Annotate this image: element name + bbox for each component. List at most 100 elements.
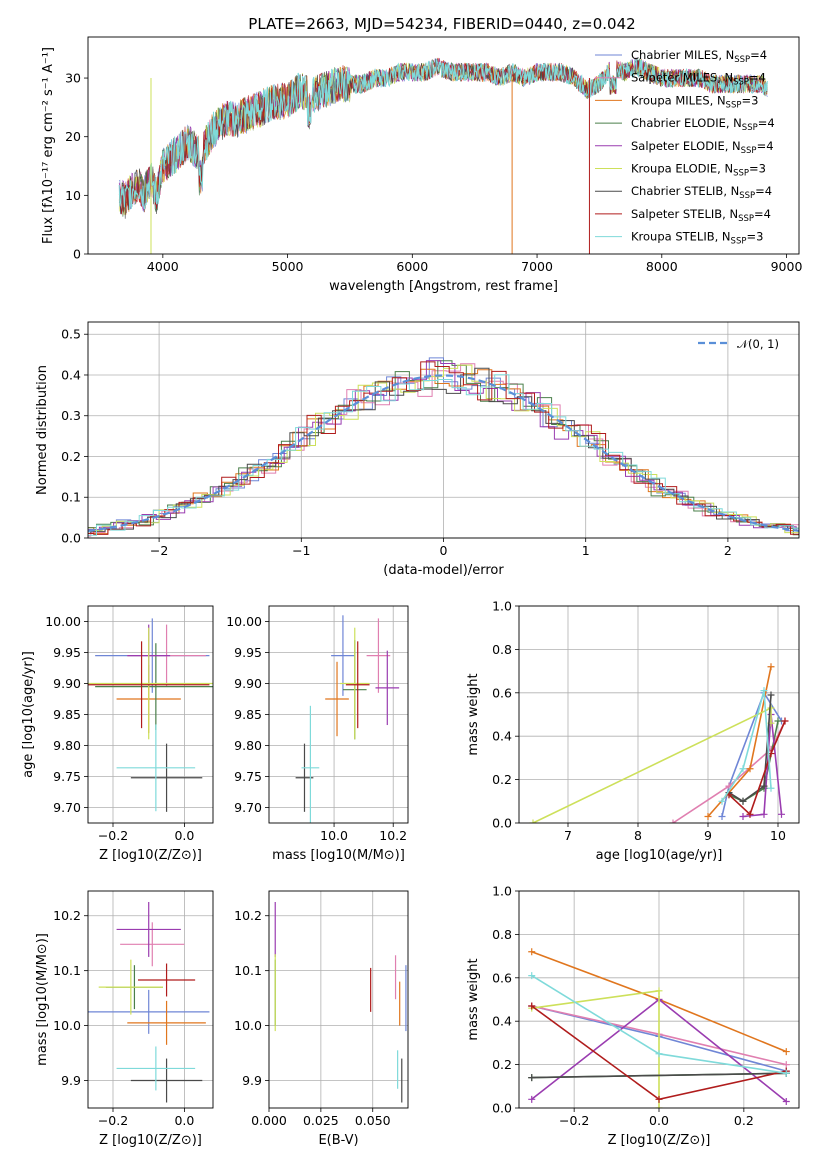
weight-marker [778,810,785,818]
y-tick-label: 0.8 [492,927,512,942]
spectrum-line-8 [118,58,768,210]
histogram-3 [88,360,799,536]
histogram-2 [88,368,799,535]
y-tick-label: 9.95 [53,645,81,660]
y-tick-label: 10.0 [234,1018,262,1033]
weight-marker [760,687,768,695]
x-tick-label: 2 [724,543,732,558]
y-tick-label: 9.90 [53,676,81,691]
y-tick-label: 10.0 [53,1018,81,1033]
x-axis-label: Z [log10(Z/Z⊙)] [99,848,202,863]
histogram-8 [88,374,799,536]
x-tick-label: 8000 [646,259,678,274]
y-tick-label: 20 [65,129,81,144]
weight-marker [669,819,677,823]
weight-line-0 [721,690,783,817]
weight-marker [528,1095,536,1103]
legend-label: Salpeter STELIB, NSSP=4 [631,207,771,224]
x-axis-label: E(B-V) [318,1133,358,1148]
legend-label: Kroupa STELIB, NSSP=3 [631,230,763,247]
x-axis-label: mass [log10(M/M⊙)] [272,848,405,863]
weight-marker [655,987,663,995]
y-tick-label: 10.1 [53,963,81,978]
weight-marker [739,797,747,805]
weight-marker [528,1002,536,1010]
y-tick-label: 0.4 [492,1014,512,1029]
x-tick-label: 0 [440,543,448,558]
histogram-5 [88,364,799,534]
y-tick-label: 0.0 [492,1101,512,1116]
x-axis-label: (data-model)/error [383,563,504,578]
x-tick-label: −0.2 [559,1113,589,1128]
x-tick-label: 5000 [272,259,304,274]
weight-marker [782,1097,790,1105]
axes-frame [87,321,800,539]
weight-marker [746,810,754,818]
weight-marker [655,1095,663,1103]
x-tick-label: 6000 [396,259,428,274]
y-axis-label: mass [log10(M/M⊙)] [35,933,50,1066]
x-tick-label: 7 [564,828,572,843]
weight-marker [746,765,754,773]
weight-marker [767,704,775,712]
x-tick-label: 7000 [521,259,553,274]
weight-marker [739,765,747,773]
x-tick-label: −0.2 [98,828,128,843]
axes-frame [87,36,800,255]
y-tick-label: 9.80 [53,738,81,753]
y-tick-label: 9.95 [234,645,262,660]
y-axis-label: mass weight [466,958,481,1040]
y-axis-label: age [log10(age/yr)] [21,651,36,778]
y-tick-label: 9.75 [234,769,262,784]
y-tick-label: 9.90 [234,676,262,691]
y-tick-label: 9.80 [234,738,262,753]
axes-frame [268,890,409,1109]
y-tick-label: 0.2 [492,772,512,787]
normal-curve [87,374,800,532]
y-axis-label: mass weight [466,673,481,755]
axes-weight_vs_Z: −0.2 0.0 0.2 0.0 0.2 0.4 0.6 0.8 1.0 Z [log10(Z/Z… [466,884,800,1148]
figure-title: PLATE=2663, MJD=54234, FIBERID=0440, z=0… [248,15,635,33]
y-tick-label: 10.2 [53,908,81,923]
y-tick-label: 10.00 [45,614,81,629]
x-tick-label: 0.025 [303,1113,339,1128]
y-tick-label: 0.2 [492,1057,512,1072]
legend-label: Kroupa ELODIE, NSSP=3 [631,162,766,179]
axes-weight_vs_age: 7 8 9 10 0.0 0.2 0.4 0.6 0.8 1.0 age [log10(age/yr… [466,599,800,863]
y-tick-label: 0.1 [61,490,81,505]
x-tick-label: 9000 [771,259,803,274]
weight-marker [528,948,536,956]
y-tick-label: 10.2 [234,908,262,923]
weight-marker [782,1061,790,1069]
legend-label: Chabrier STELIB, NSSP=4 [631,184,772,201]
x-tick-label: 0.0 [174,828,194,843]
y-tick-label: 30 [65,71,81,86]
y-tick-label: 9.85 [53,707,81,722]
weight-marker [529,819,537,823]
y-tick-label: 1.0 [492,599,512,614]
y-tick-label: 10 [65,188,81,203]
x-axis-label: Z [log10(Z/Z⊙)] [608,1133,711,1148]
axes-mass_vs_ebv: 0.000 0.025 0.050 9.9 10.0 10.1 10.2 E(B-V) [234,890,409,1148]
y-tick-label: 9.70 [234,800,262,815]
axes-residuals: −2 −1 0 1 2 0.0 0.1 0.2 0.3 0.4 0.5 (data-model)/er… [35,321,800,578]
weight-marker [718,797,726,805]
axes-frame [518,890,800,1109]
weight-marker [704,812,712,820]
y-tick-label: 9.9 [242,1073,262,1088]
y-tick-label: 0.0 [61,531,81,546]
x-axis-label: age [log10(age/yr)] [596,848,723,863]
weight-marker [774,717,782,725]
y-tick-label: 0 [73,247,81,262]
x-tick-label: 8 [634,828,642,843]
x-tick-label: −2 [150,543,168,558]
weight-marker [655,1050,663,1058]
weight-marker [767,784,775,792]
legend-label: Kroupa MILES, NSSP=3 [631,93,758,110]
x-tick-label: 0.000 [251,1113,287,1128]
y-tick-label: 0.3 [61,408,81,423]
x-tick-label: 0.2 [734,1113,754,1128]
weight-line-8 [721,690,772,802]
y-tick-label: 0.6 [492,685,512,700]
